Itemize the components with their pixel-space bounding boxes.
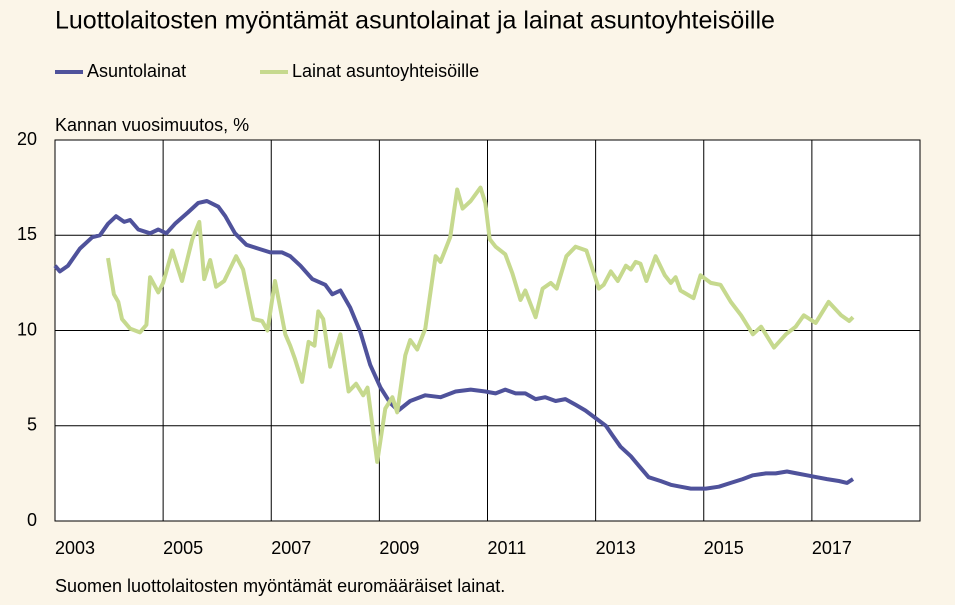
series-line bbox=[106, 185, 855, 464]
legend-label: Asuntolainat bbox=[87, 61, 186, 81]
note: Suomen luottolaitosten myöntämät euromää… bbox=[55, 576, 505, 596]
x-tick-label: 2013 bbox=[596, 538, 636, 558]
x-tick-label: 2015 bbox=[704, 538, 744, 558]
x-tick-label: 2009 bbox=[379, 538, 419, 558]
x-tick-label: 2017 bbox=[812, 538, 852, 558]
y-tick-label: 15 bbox=[17, 224, 37, 244]
y-tick-label: 5 bbox=[27, 415, 37, 435]
x-tick-label: 2007 bbox=[271, 538, 311, 558]
y-tick-label: 10 bbox=[17, 319, 37, 339]
x-tick-label: 2005 bbox=[163, 538, 203, 558]
chart-title: Luottolaitosten myöntämät asuntolainat j… bbox=[55, 7, 775, 35]
plot-border bbox=[54, 139, 921, 522]
y-axis-label: Kannan vuosimuutos, % bbox=[55, 115, 249, 135]
x-tick-label: 2003 bbox=[55, 538, 95, 558]
y-tick-label: 0 bbox=[27, 510, 37, 530]
y-tick-label: 20 bbox=[17, 129, 37, 149]
x-tick-label: 2011 bbox=[488, 538, 527, 558]
series-line bbox=[53, 199, 855, 491]
legend-label: Lainat asuntoyhteisöille bbox=[292, 61, 479, 81]
